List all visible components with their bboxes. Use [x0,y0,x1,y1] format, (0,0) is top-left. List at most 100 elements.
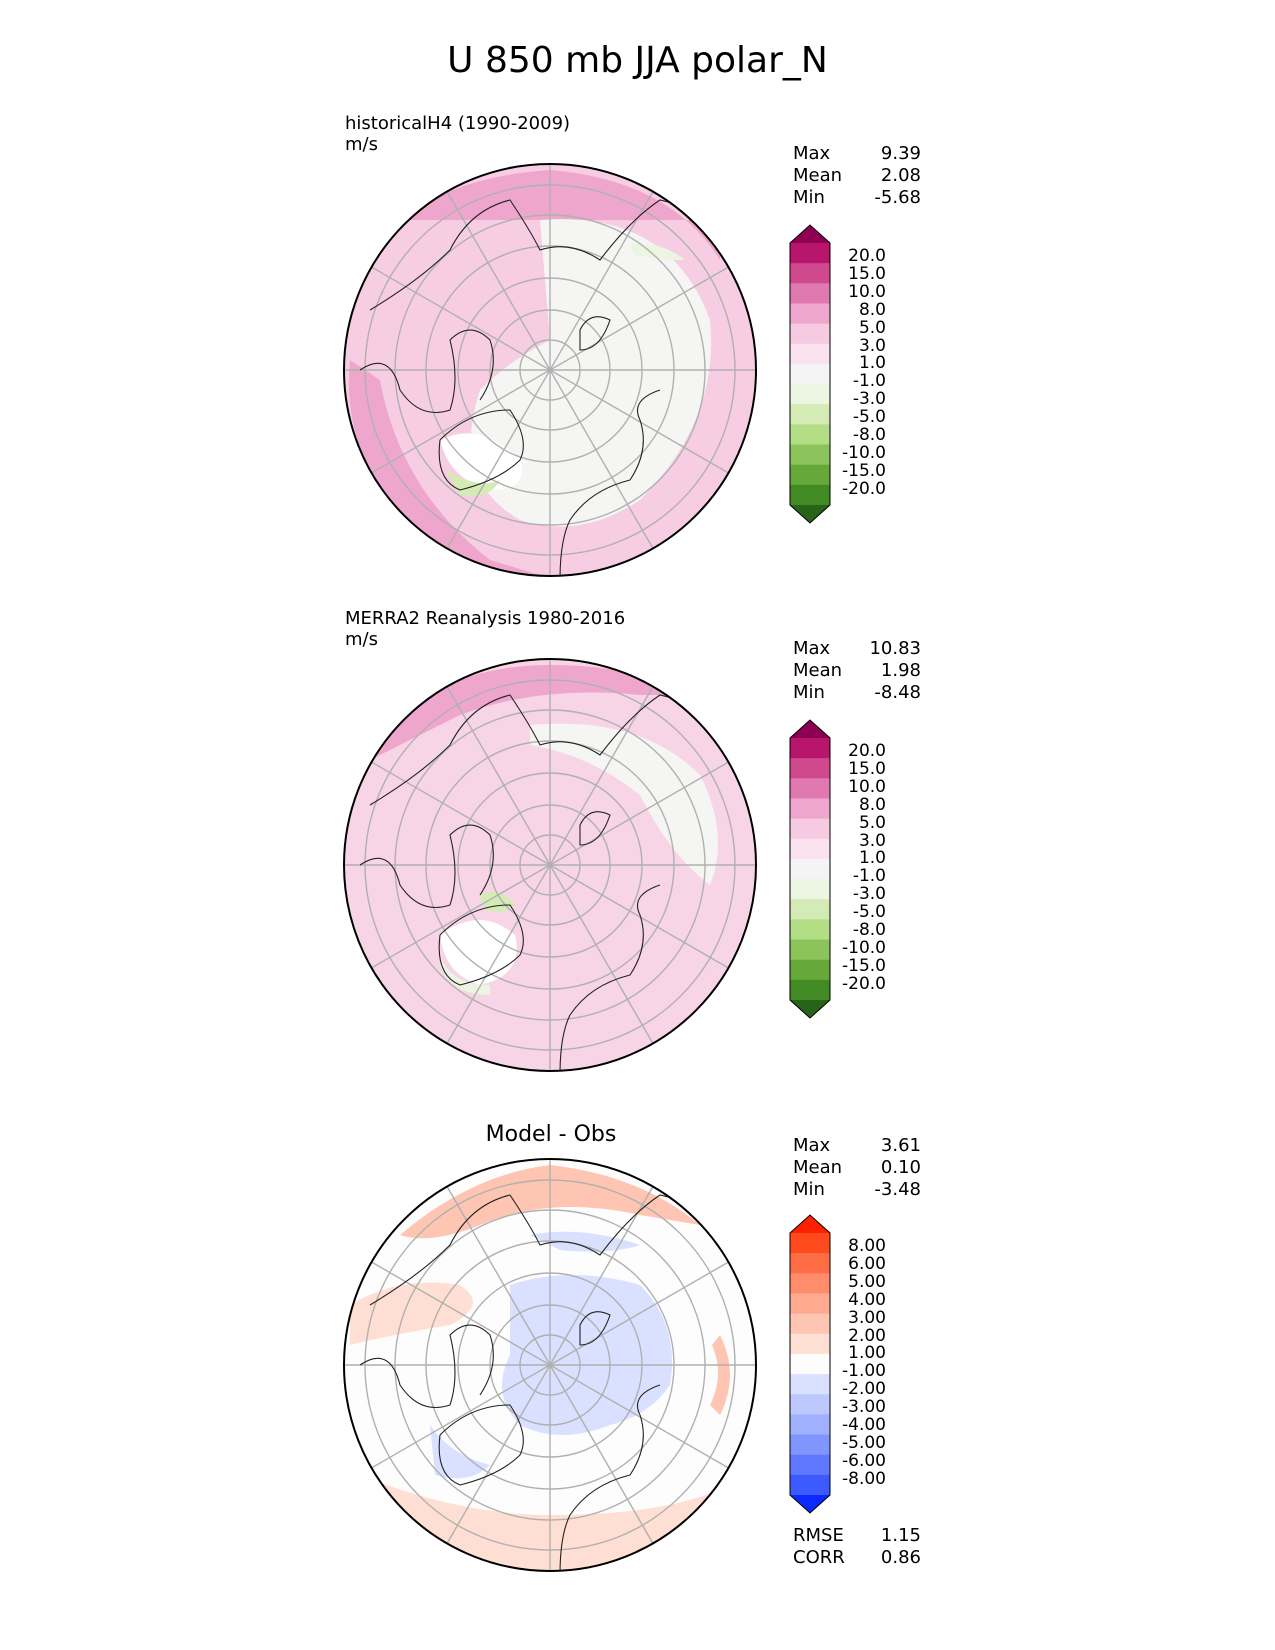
colorbar-segment [790,363,830,385]
colorbar-segment [790,303,830,325]
graticule [344,659,756,1071]
colorbar-tick-label: 10.0 [848,776,886,797]
stat-label: Min [793,1179,825,1200]
colorbar-segment [790,738,830,759]
colorbar-tick-label: -3.00 [842,1397,886,1418]
colorbar-segment [790,444,830,466]
colorbar-tick-label: 8.00 [848,1236,886,1256]
colorbar-tick-label: -8.00 [842,1468,886,1489]
metric-value: 0.86 [880,1547,921,1568]
map-contour-band [530,723,718,885]
coastlines [359,694,701,1071]
map-contour-band [348,360,540,576]
stat-value: 9.39 [880,143,921,164]
colorbar-segment [790,858,830,880]
panel-title-text: MERRA2 Reanalysis 1980-2016 [345,608,626,629]
map-boundary [343,163,757,577]
colorbar-tick-label: 3.0 [858,335,886,356]
colorbar-segment [790,1434,830,1456]
colorbar-segment [790,939,830,961]
stat-label: Mean [793,660,843,681]
colorbar-segment [790,464,830,486]
colorbar-labels: 20.0 15.0 10.0 8.0 5.0 3.0 1.0 -1.0 -3.0 -5.0 -8.0… [840,741,886,994]
colorbar-segment [790,484,830,506]
map-contour-band [530,1231,640,1252]
colorbar-segment [790,263,830,284]
panel-units: m/s [345,134,378,155]
colorbar-tick-label: -8.0 [852,920,886,941]
colorbar [789,719,831,1019]
colorbar-tick-label: 15.0 [848,263,886,284]
colorbar-tick-label: -1.0 [852,371,886,392]
colorbar-tick-label: -3.0 [852,389,886,410]
map-boundary [343,1158,757,1572]
map-contour-band [710,1335,730,1415]
colorbar-tick-label: 4.00 [848,1289,886,1310]
colorbar-segment [790,778,830,799]
colorbar-tick-label: -3.0 [852,884,886,905]
colorbar-tick-label: -8.0 [852,425,886,446]
colorbar-segment [790,1000,830,1018]
stat-value: 3.61 [880,1135,921,1156]
metric-label: RMSE [793,1525,844,1546]
colorbar-tick-label: 8.0 [858,794,886,815]
colorbar-segment [790,343,830,365]
coastlines [359,1194,701,1571]
colorbar-tick-label: 20.0 [848,741,886,761]
colorbar-tick-label: 6.00 [848,1253,886,1274]
polar-map [343,163,757,577]
panel-title-text: historicalH4 (1990-2009) [345,113,571,134]
colorbar-segment [790,1273,830,1294]
graticule [344,1159,756,1571]
colorbar-tick-label: 1.0 [858,848,886,869]
graticule [344,164,756,576]
colorbar-tick-label: -4.00 [842,1415,886,1436]
stat-value: -3.48 [874,1179,921,1200]
figure-title: U 850 mb JJA polar_N [447,40,828,81]
map-contour-band [430,1425,490,1479]
colorbar-segment [790,1474,830,1496]
colorbar-tick-label: -6.00 [842,1450,886,1471]
map-contour-band [630,244,685,260]
stat-value: 2.08 [880,165,921,186]
panel-obs: MERRA2 Reanalysis 1980-2016 m/s Max 10.83… [0,600,1275,1080]
metrics-box: RMSE 1.15 CORR 0.86 [793,1525,921,1569]
stat-label: Max [793,143,831,164]
stat-label: Mean [793,165,843,186]
stat-value: -5.68 [874,187,921,208]
map-contour-band [471,219,712,527]
colorbar-segment [790,959,830,981]
colorbar [789,1214,831,1514]
stat-value: 1.98 [880,660,921,681]
colorbar-tick-label: 10.0 [848,281,886,302]
colorbar-segment [790,1454,830,1476]
panel-title: historicalH4 (1990-2009) m/s [345,113,570,155]
panel-model: historicalH4 (1990-2009) m/s Max 9.39 Mea… [0,105,1275,585]
colorbar-tick-label: 3.00 [848,1307,886,1328]
colorbar-tick-label: 1.00 [848,1343,886,1364]
metric-value: 1.15 [880,1525,921,1546]
colorbar-segment [790,225,830,243]
colorbar-tick-label: -1.00 [842,1361,886,1382]
stat-label: Min [793,187,825,208]
colorbar-tick-label: -15.0 [842,955,886,976]
colorbar-segment [790,1394,830,1415]
stat-label: Max [793,1135,831,1156]
colorbar-tick-label: 15.0 [848,758,886,779]
colorbar-outline [789,224,831,524]
colorbar-tick-label: -20.0 [842,478,886,499]
polar-map [343,658,757,1072]
colorbar-tick-label: -2.00 [842,1379,886,1400]
colorbar-segment [790,384,830,405]
stat-label: Max [793,638,831,659]
stat-value: -8.48 [874,682,921,703]
stat-value: 0.10 [880,1157,921,1178]
map-contour-band [440,955,490,995]
stats-box: Max 3.61 Mean 0.10 Min -3.48 [793,1135,921,1201]
colorbar-segment [790,323,830,345]
colorbar-segment [790,879,830,900]
polar-map [343,1158,757,1572]
map-contour-band [440,920,517,985]
colorbar-outline [789,1214,831,1514]
colorbar-tick-label: 1.0 [858,353,886,374]
